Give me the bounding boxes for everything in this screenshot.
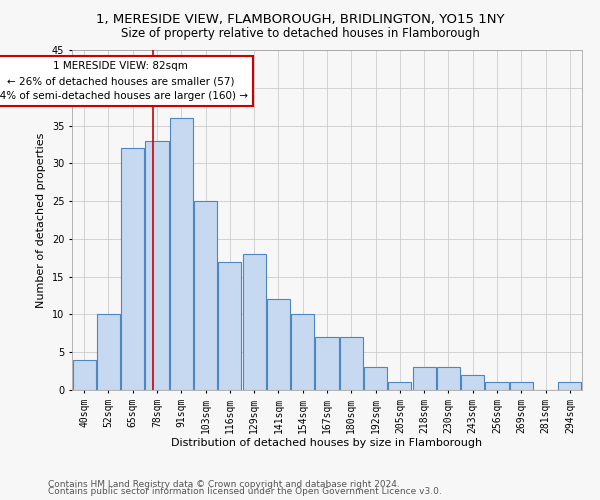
Bar <box>461 375 484 390</box>
Bar <box>218 262 241 390</box>
Bar <box>437 368 460 390</box>
Bar <box>242 254 266 390</box>
Bar <box>413 368 436 390</box>
Bar <box>316 337 338 390</box>
Text: 1 MERESIDE VIEW: 82sqm
← 26% of detached houses are smaller (57)
74% of semi-det: 1 MERESIDE VIEW: 82sqm ← 26% of detached… <box>0 62 248 101</box>
Bar <box>559 382 581 390</box>
Bar <box>340 337 363 390</box>
Text: Contains public sector information licensed under the Open Government Licence v3: Contains public sector information licen… <box>48 488 442 496</box>
Bar <box>145 140 169 390</box>
Text: 1, MERESIDE VIEW, FLAMBOROUGH, BRIDLINGTON, YO15 1NY: 1, MERESIDE VIEW, FLAMBOROUGH, BRIDLINGT… <box>96 12 504 26</box>
Bar <box>73 360 95 390</box>
Bar <box>121 148 144 390</box>
Bar <box>291 314 314 390</box>
Text: Contains HM Land Registry data © Crown copyright and database right 2024.: Contains HM Land Registry data © Crown c… <box>48 480 400 489</box>
Bar <box>170 118 193 390</box>
Bar <box>97 314 120 390</box>
Bar <box>388 382 412 390</box>
Text: Size of property relative to detached houses in Flamborough: Size of property relative to detached ho… <box>121 28 479 40</box>
Bar <box>485 382 509 390</box>
Bar <box>510 382 533 390</box>
Bar <box>267 300 290 390</box>
Y-axis label: Number of detached properties: Number of detached properties <box>37 132 46 308</box>
X-axis label: Distribution of detached houses by size in Flamborough: Distribution of detached houses by size … <box>172 438 482 448</box>
Bar <box>364 368 387 390</box>
Bar <box>194 201 217 390</box>
